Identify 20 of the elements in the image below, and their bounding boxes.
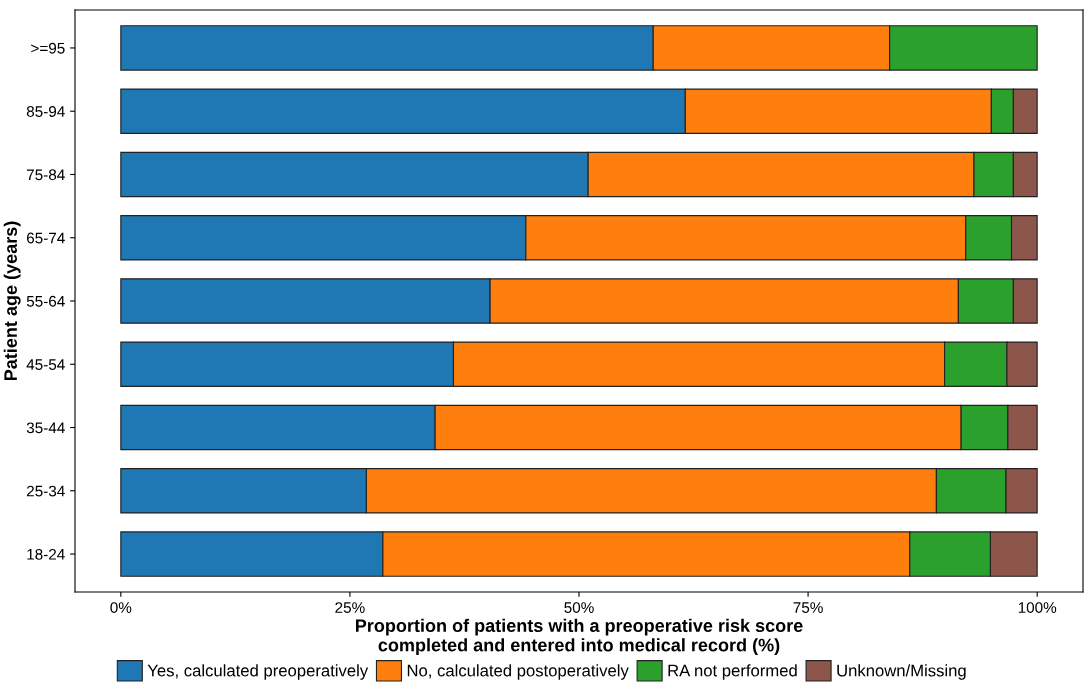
x-tick-label: 75% [793, 602, 823, 613]
y-tick-label: 25-34 [26, 485, 65, 497]
x-tick-label: 25% [335, 602, 365, 613]
y-tick-label: >=95 [31, 42, 65, 54]
legend-label: No, calculated postoperatively [407, 664, 629, 680]
y-tick-label: 35-44 [26, 422, 65, 434]
legend-label: Unknown/Missing [837, 664, 966, 680]
y-tick-label: 65-74 [26, 232, 65, 244]
legend-label: Yes, calculated preoperatively [147, 664, 369, 680]
y-tick-label: 75-84 [26, 169, 65, 181]
y-tick-label: 85-94 [26, 106, 65, 117]
x-tick-label: 50% [564, 602, 594, 613]
x-tick-label: 100% [1018, 602, 1057, 613]
x-axis-title: Proportion of patients with a preoperative risk score completed and entered into medical record (%) [355, 618, 803, 656]
y-tick-label: 18-24 [27, 548, 65, 560]
legend-label: RA not performed [668, 664, 797, 680]
y-tick-label: 55-64 [26, 295, 65, 307]
y-tick-label: 45-54 [26, 359, 65, 370]
x-tick-label: 0% [110, 602, 132, 613]
y-axis-title: Patient age (years) [3, 221, 21, 381]
